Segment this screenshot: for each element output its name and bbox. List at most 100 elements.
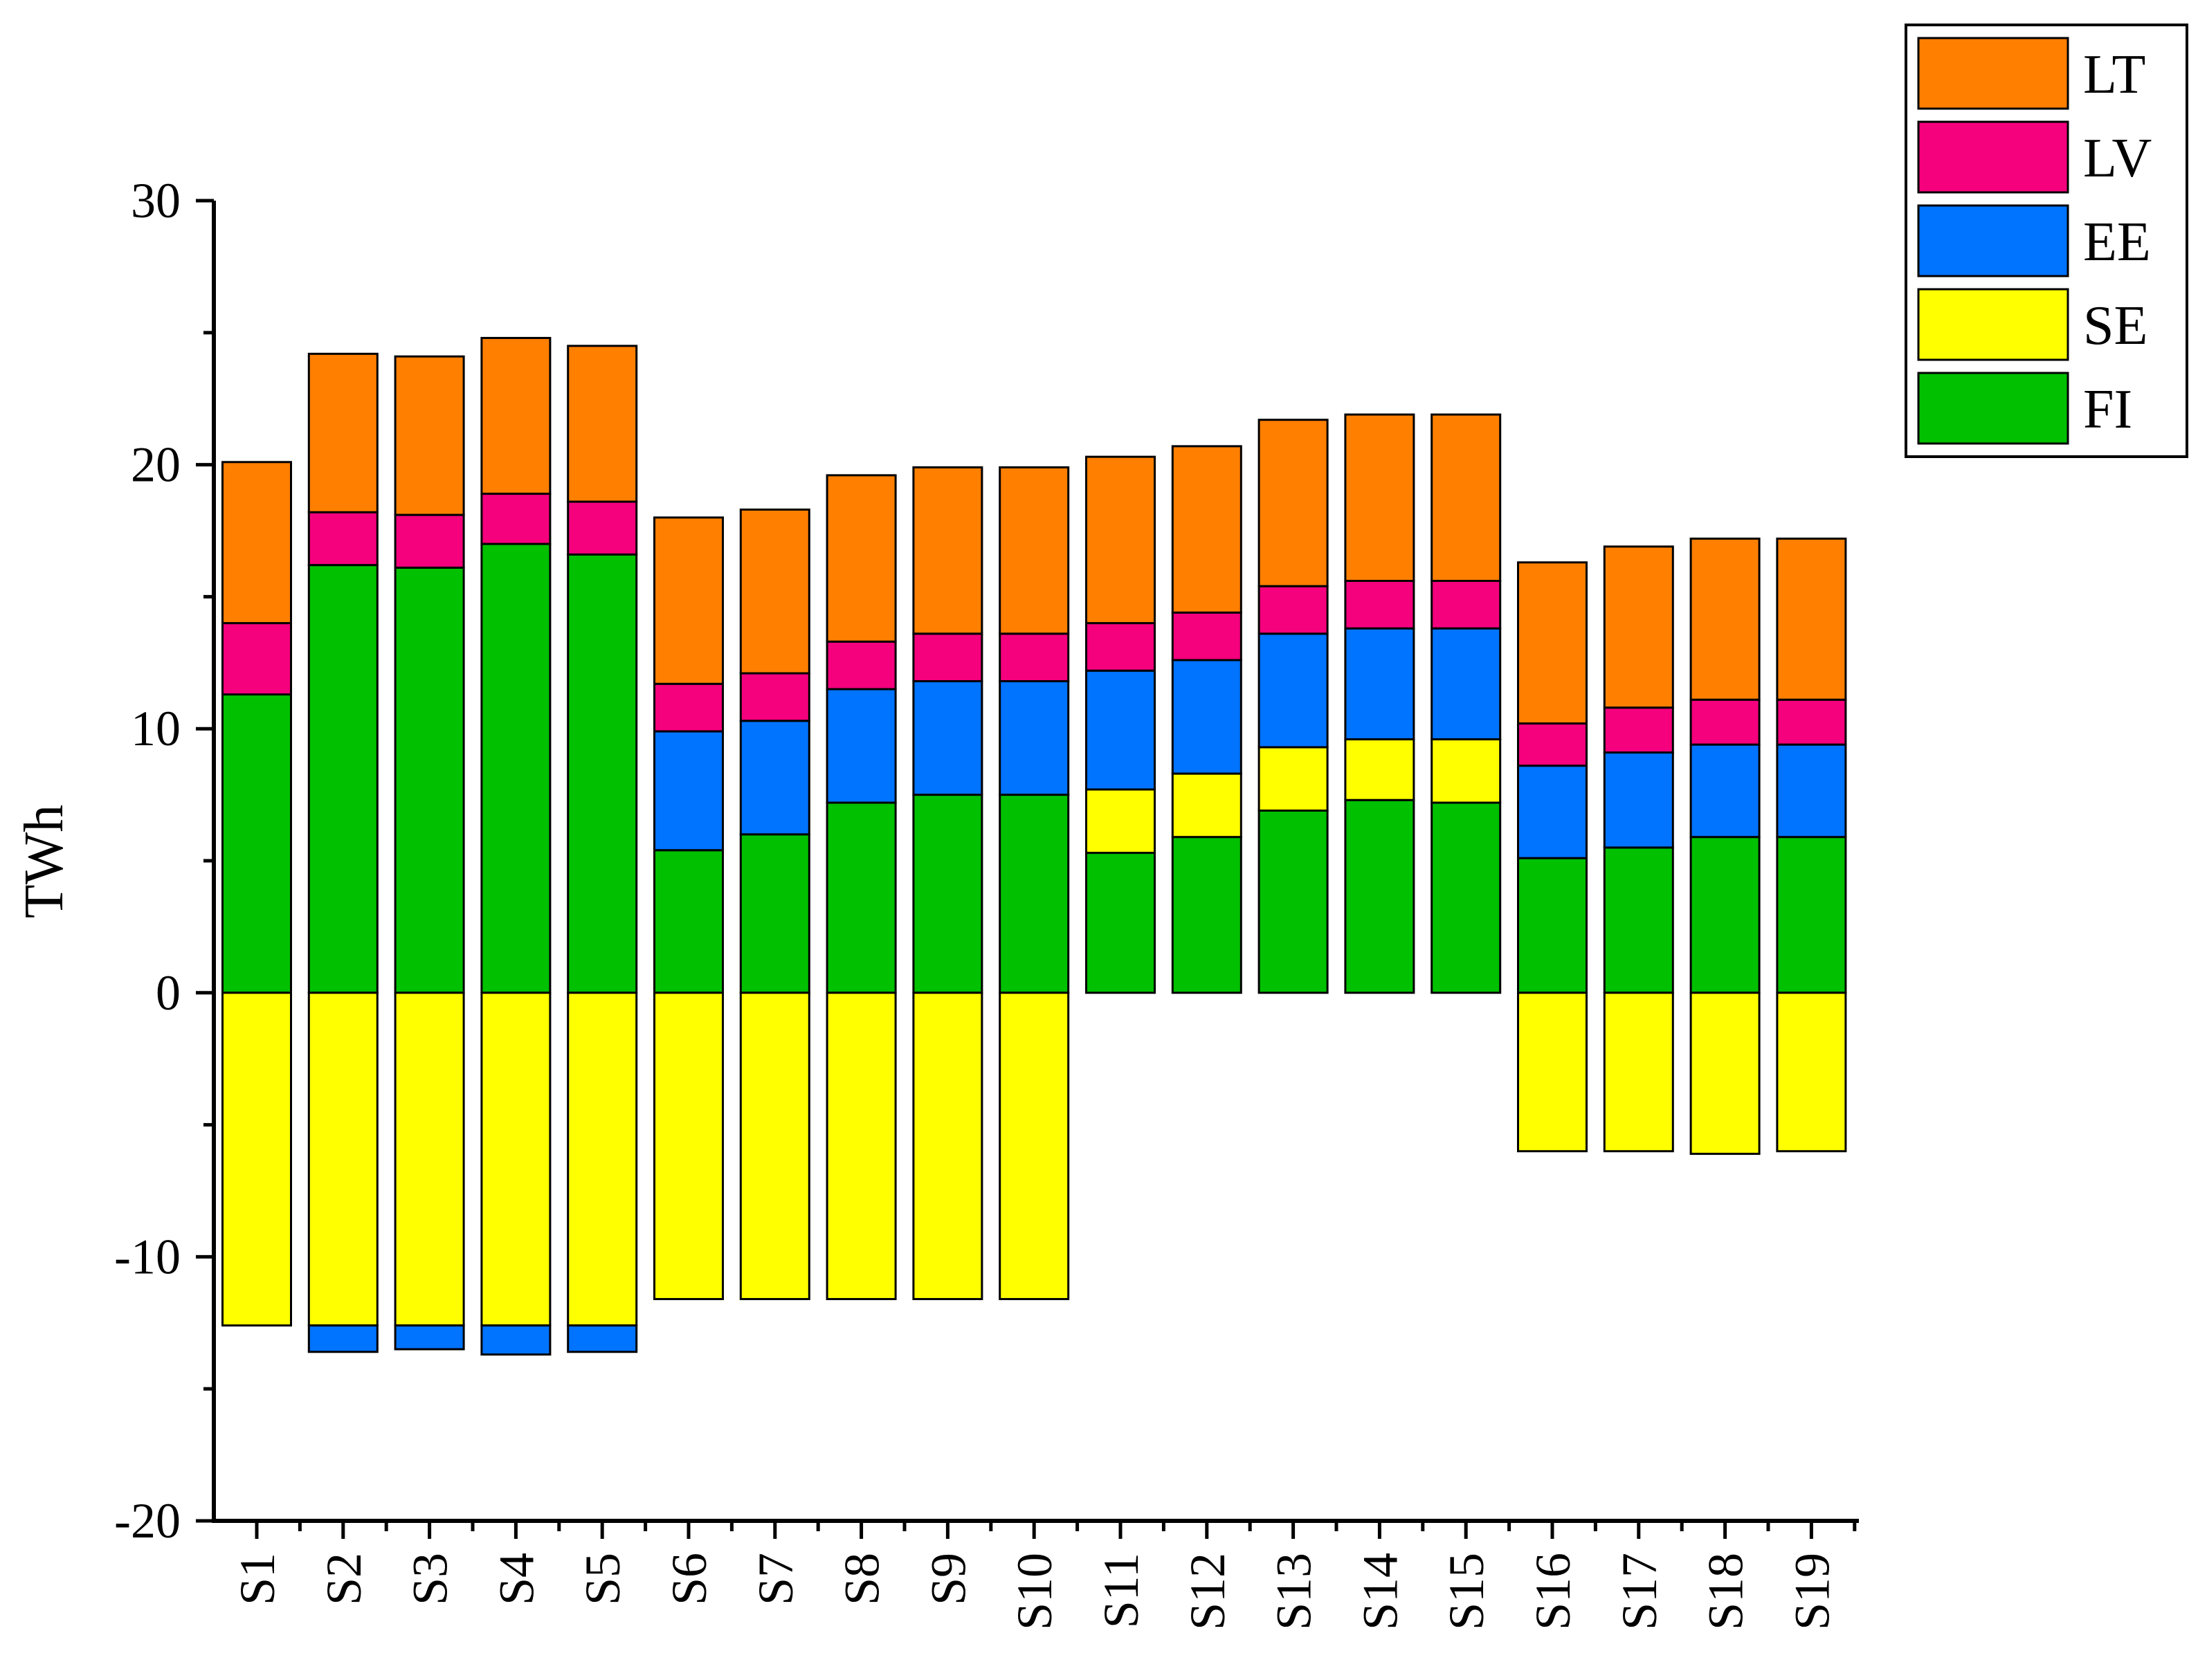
bar-S16-LT xyxy=(1517,561,1588,725)
bar-S8-LT xyxy=(826,474,897,643)
bar-S5-SE xyxy=(567,992,638,1327)
bar-S19-SE xyxy=(1776,992,1847,1153)
bar-S7-FI xyxy=(739,833,810,994)
bars-layer xyxy=(221,336,1847,1356)
bar-S4-FI xyxy=(480,542,552,994)
bar-S8-FI xyxy=(826,801,897,994)
x-tick-label: S3 xyxy=(403,1553,458,1605)
bar-S11-SE xyxy=(1085,788,1156,855)
bar-S4-SE xyxy=(480,992,552,1327)
bar-S4-EE xyxy=(480,1324,552,1356)
bar-S2-EE xyxy=(307,1324,379,1353)
legend-label-FI: FI xyxy=(2083,379,2132,440)
bar-S15-EE xyxy=(1430,627,1502,740)
bar-S2-LV xyxy=(307,511,379,567)
legend-swatch-LT xyxy=(1917,37,2069,110)
bar-S2-LT xyxy=(307,352,379,513)
bar-S16-EE xyxy=(1517,765,1588,859)
bar-S12-EE xyxy=(1171,659,1242,775)
x-tick-label: S5 xyxy=(575,1553,630,1605)
bar-S14-EE xyxy=(1344,627,1415,740)
bar-S16-LV xyxy=(1517,722,1588,767)
bar-S12-LV xyxy=(1171,611,1242,661)
bar-S13-FI xyxy=(1257,809,1329,994)
bar-S6-LV xyxy=(653,682,724,733)
bar-S11-EE xyxy=(1085,669,1156,791)
bar-S18-FI xyxy=(1689,836,1761,994)
bar-S19-LV xyxy=(1776,698,1847,746)
legend-label-SE: SE xyxy=(2083,295,2147,356)
bar-S18-SE xyxy=(1689,992,1761,1156)
bar-S5-EE xyxy=(567,1324,638,1353)
bar-S13-SE xyxy=(1257,746,1329,812)
bar-S13-LT xyxy=(1257,419,1329,587)
bar-S17-FI xyxy=(1603,846,1674,994)
bar-S10-LT xyxy=(999,466,1070,635)
bar-S9-LT xyxy=(912,466,983,635)
x-tick-label: S9 xyxy=(920,1553,976,1605)
legend-label-EE: EE xyxy=(2083,212,2151,273)
x-ticks: S1 S2 S3 S4 S5 S6 S7 S8 S9 S10 S11 S12 S13 S14 S15 S16 S… xyxy=(230,1521,1857,1630)
bar-S15-LV xyxy=(1430,580,1502,630)
bar-S13-EE xyxy=(1257,632,1329,749)
x-tick-label: S11 xyxy=(1093,1553,1149,1628)
bar-S5-FI xyxy=(567,553,638,994)
x-tick-label: S16 xyxy=(1525,1553,1581,1630)
bar-S3-LT xyxy=(394,355,465,516)
bar-S10-LV xyxy=(999,632,1070,683)
y-tick-label: -10 xyxy=(114,1229,181,1284)
legend-label-LT: LT xyxy=(2083,44,2145,105)
bar-S1-LT xyxy=(221,461,292,625)
bar-S12-LT xyxy=(1171,445,1242,614)
bar-S6-LT xyxy=(653,516,724,685)
x-tick-label: S8 xyxy=(835,1553,890,1605)
bar-S6-EE xyxy=(653,730,724,852)
bar-S7-EE xyxy=(739,720,810,836)
legend-swatch-EE xyxy=(1917,204,2069,277)
bar-S18-LV xyxy=(1689,698,1761,746)
bar-S5-LV xyxy=(567,500,638,556)
bar-S4-LT xyxy=(480,336,552,495)
bar-S11-FI xyxy=(1085,852,1156,994)
bar-S14-SE xyxy=(1344,738,1415,801)
bar-S10-FI xyxy=(999,794,1070,994)
bar-S11-LV xyxy=(1085,622,1156,672)
bar-S13-LV xyxy=(1257,585,1329,635)
bar-S3-EE xyxy=(394,1324,465,1351)
y-tick-label: -20 xyxy=(114,1493,181,1549)
bar-S19-LT xyxy=(1776,537,1847,701)
bar-S9-LV xyxy=(912,632,983,683)
bar-S11-LT xyxy=(1085,455,1156,625)
x-tick-label: S17 xyxy=(1612,1553,1667,1630)
x-tick-label: S14 xyxy=(1352,1553,1408,1630)
y-axis-title: TWh xyxy=(14,805,75,918)
bar-S12-SE xyxy=(1171,772,1242,839)
bar-S2-FI xyxy=(307,564,379,994)
legend-swatch-LV xyxy=(1917,120,2069,194)
legend-swatch-SE xyxy=(1917,288,2069,361)
bar-S15-FI xyxy=(1430,801,1502,994)
x-tick-label: S12 xyxy=(1180,1553,1235,1630)
y-tick-label: 10 xyxy=(131,701,181,756)
bar-S8-LV xyxy=(826,640,897,691)
y-ticks: -20 -10 0 10 20 30 xyxy=(114,173,214,1549)
bar-S12-FI xyxy=(1171,836,1242,994)
bar-S3-FI xyxy=(394,566,465,994)
x-tick-label: S6 xyxy=(662,1553,717,1605)
x-tick-label: S7 xyxy=(748,1553,803,1605)
bar-S8-SE xyxy=(826,992,897,1300)
bar-S7-LT xyxy=(739,508,810,675)
bar-S17-LT xyxy=(1603,545,1674,709)
bar-S19-FI xyxy=(1776,836,1847,994)
x-tick-label: S13 xyxy=(1266,1553,1322,1630)
bar-S4-LV xyxy=(480,493,552,545)
bar-S10-EE xyxy=(999,680,1070,796)
y-tick-label: 20 xyxy=(131,437,181,493)
bar-S3-LV xyxy=(394,513,465,569)
bar-S1-LV xyxy=(221,622,292,696)
bar-S9-EE xyxy=(912,680,983,796)
bar-S5-LT xyxy=(567,345,638,503)
bar-S10-SE xyxy=(999,992,1070,1300)
x-tick-label: S10 xyxy=(1007,1553,1062,1630)
bar-S15-SE xyxy=(1430,738,1502,804)
